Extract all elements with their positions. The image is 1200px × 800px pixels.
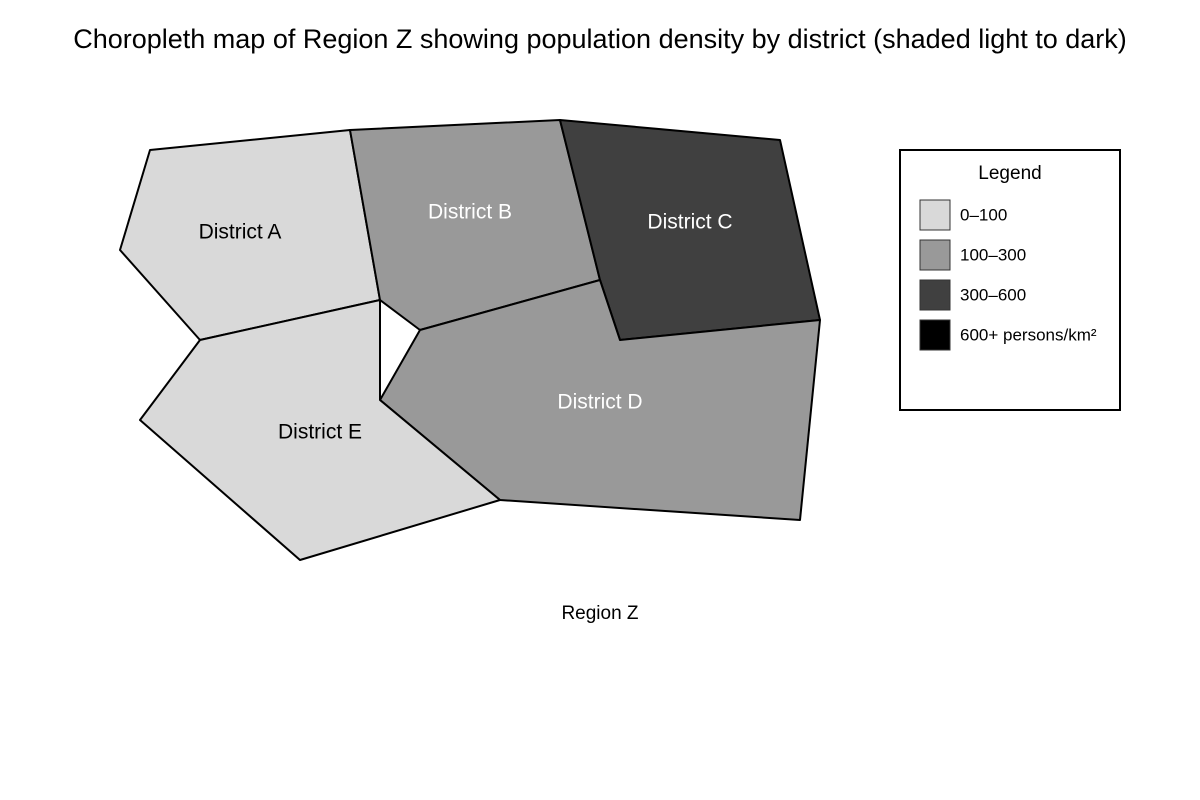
district-label: District E [278, 421, 362, 444]
map-caption: Region Z [561, 603, 638, 624]
legend-title: Legend [978, 163, 1041, 184]
legend-swatch [919, 199, 951, 231]
district-label: District A [199, 221, 282, 244]
legend-swatch [919, 239, 951, 271]
legend-label: 0–100 [960, 205, 1007, 224]
district-e [139, 299, 501, 561]
legend-items: 0–100 100–300 300–600 600+ persons/km² [919, 199, 1097, 351]
district-label: District B [428, 201, 512, 224]
map-title: Choropleth map of Region Z showing popul… [73, 24, 1127, 54]
legend-swatch [919, 319, 951, 351]
legend-swatch [919, 279, 951, 311]
district-d [379, 279, 821, 521]
legend-label: 600+ persons/km² [960, 325, 1097, 344]
legend-label: 100–300 [960, 245, 1026, 264]
district-label: District C [647, 211, 732, 234]
district-label: District D [557, 391, 642, 414]
legend-label: 300–600 [960, 285, 1026, 304]
